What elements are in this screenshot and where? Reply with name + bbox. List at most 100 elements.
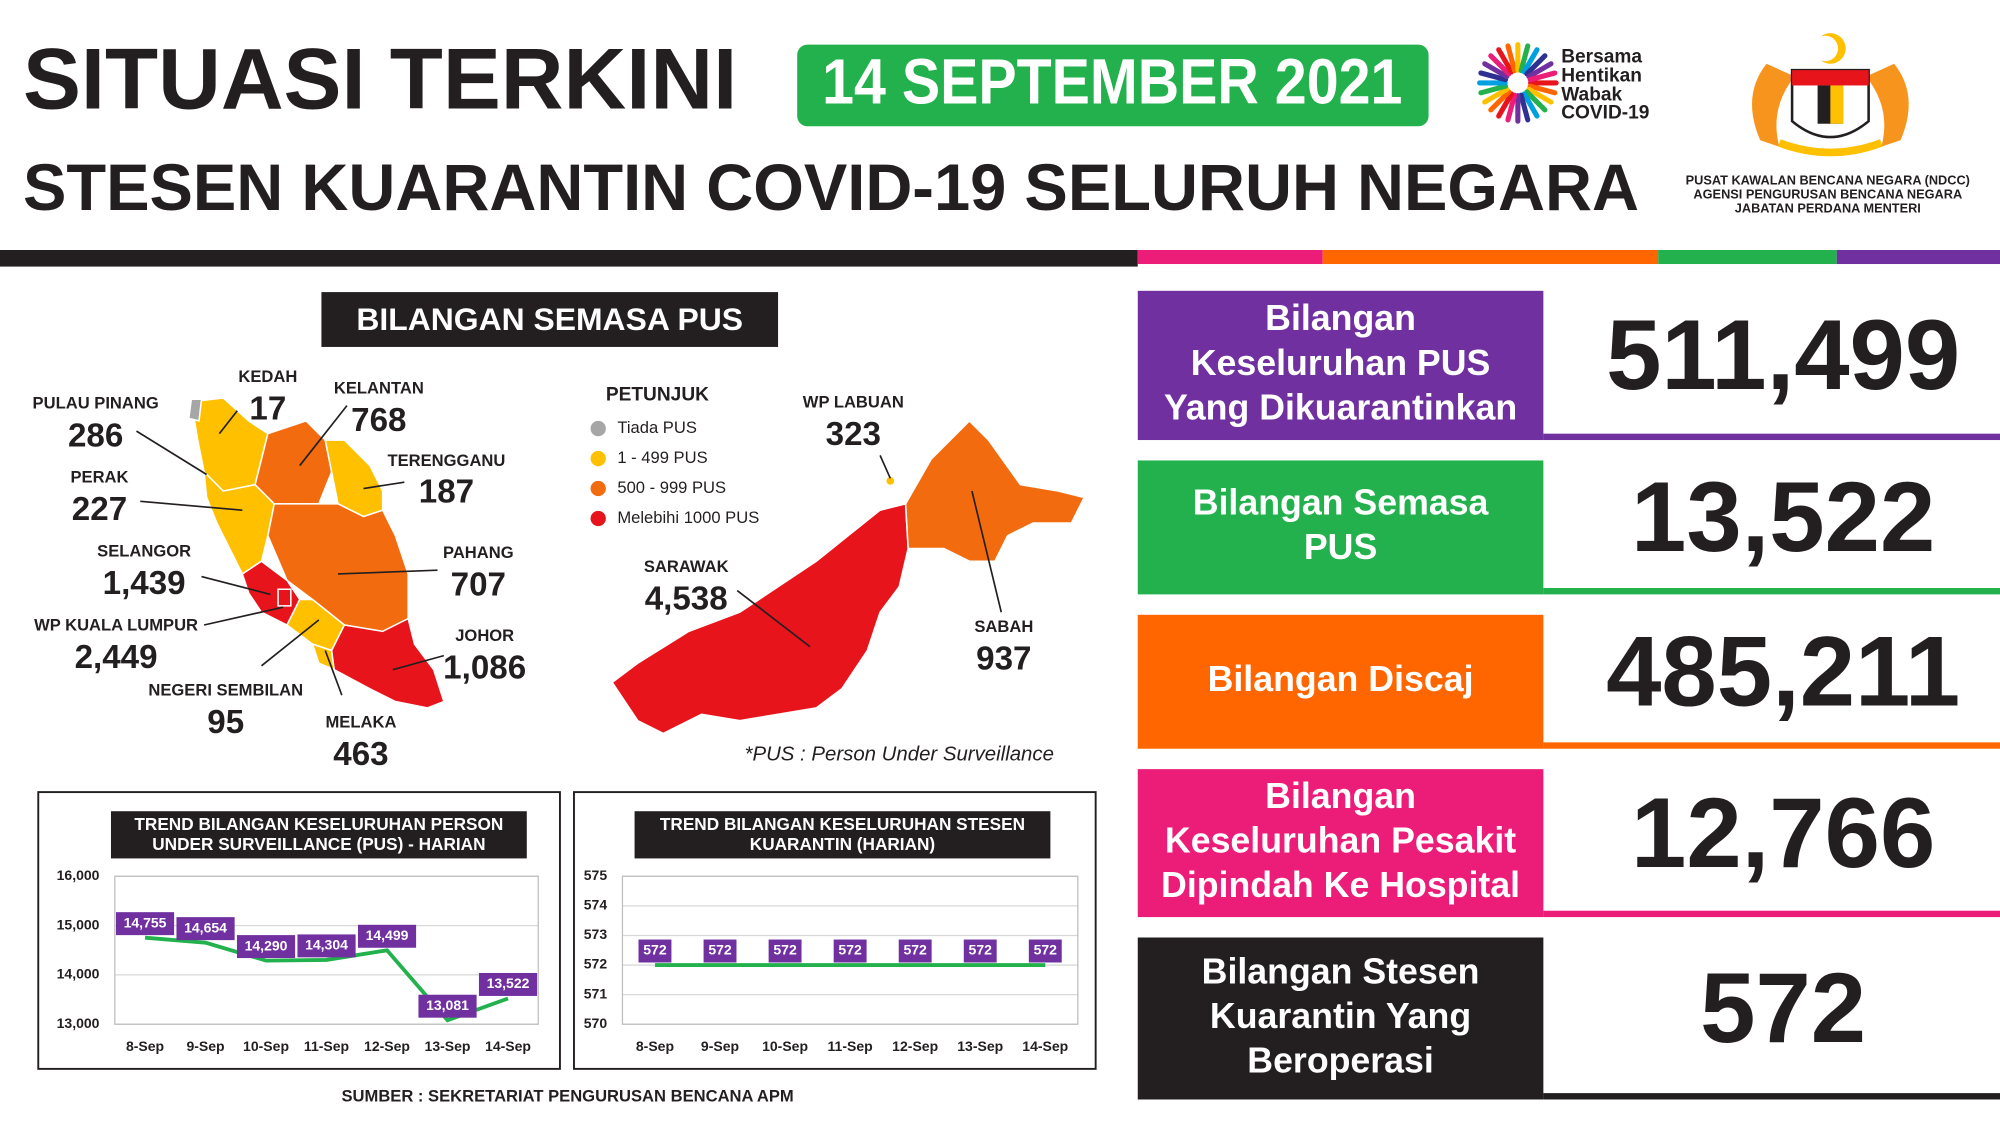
plot-border (621, 875, 1079, 1025)
stat-label: Keseluruhan Pesakit (1165, 821, 1516, 861)
legend-swatch (590, 450, 606, 467)
date-badge (797, 44, 1429, 127)
value-label: 572 (838, 942, 862, 958)
legend-label: 1 - 499 PUS (617, 448, 707, 467)
chart-title: UNDER SURVEILLANCE (PUS) - HARIAN (152, 834, 485, 854)
state-name: WP LABUAN (803, 392, 904, 411)
logo-ray (1488, 89, 1512, 113)
value-label: 572 (773, 942, 797, 958)
state-value: 4,538 (645, 581, 728, 618)
chart-frame (37, 791, 561, 1070)
logo-ray (1478, 83, 1509, 96)
chart-title: TREND BILANGAN KESELURUHAN PERSON (134, 814, 503, 834)
coat-of-arms (1752, 33, 1909, 157)
state-value: 1,086 (443, 649, 526, 686)
x-tick-label: 9-Sep (186, 1038, 224, 1054)
agency-text: JABATAN PERDANA MENTERI (1735, 201, 1921, 216)
stat-label: Yang Dikuarantinkan (1164, 388, 1517, 428)
y-tick-label: 575 (584, 867, 608, 883)
leader-line (971, 490, 1003, 613)
stat-value: 485,211 (1606, 616, 1960, 727)
x-tick-label: 9-Sep (701, 1038, 739, 1054)
logo-ray (1488, 53, 1512, 77)
value-label-box (115, 912, 175, 936)
stat-label: Bilangan (1265, 298, 1416, 338)
state-value: 707 (451, 567, 506, 604)
logo-ray (1496, 47, 1515, 75)
value-label: 572 (643, 942, 667, 958)
campaign-text: Bersama (1561, 46, 1642, 67)
stat-label-box (1137, 769, 1544, 918)
leader-line (392, 654, 445, 671)
value-label-box (478, 972, 538, 996)
legend-title: PETUNJUK (606, 384, 709, 405)
leader-line (324, 650, 343, 696)
stat-label: PUS (1304, 527, 1377, 567)
logo-ray (1521, 91, 1540, 119)
state-value: 1,439 (103, 565, 186, 602)
stat-label-box (1137, 290, 1544, 441)
state-value: 463 (333, 736, 388, 773)
campaign-logo (1477, 42, 1559, 124)
divider (1658, 250, 1837, 265)
legend-swatch (590, 510, 606, 527)
stat-label: Bilangan Semasa (1193, 483, 1490, 523)
campaign-text: Wabak (1561, 85, 1622, 106)
value-label: 572 (1034, 942, 1058, 958)
stat-underline (1543, 742, 2000, 749)
x-tick-label: 10-Sep (762, 1038, 808, 1054)
chart-title: KUARANTIN (HARIAN) (750, 834, 935, 854)
leader-line (218, 410, 238, 435)
state-value: 227 (72, 491, 127, 528)
leader-line (203, 606, 284, 626)
agency-text: AGENSI PENGURUSAN BENCANA NEGARA (1693, 187, 1962, 202)
state-name: NEGERI SEMBILAN (148, 681, 303, 700)
leader-line (736, 589, 811, 648)
value-label-box (236, 935, 296, 959)
chart-frame (573, 791, 1097, 1070)
logo-ray (1518, 92, 1531, 123)
value-label: 14,755 (124, 914, 167, 930)
trend-line (144, 935, 509, 1023)
subtitle: STESEN KUARANTIN COVID-19 SELURUH NEGARA (23, 151, 1639, 225)
stat-label: Dipindah Ke Hospital (1161, 865, 1520, 905)
map-note: *PUS : Person Under Surveillance (745, 743, 1054, 765)
source: SUMBER : SEKRETARIAT PENGURUSAN BENCANA … (341, 1086, 793, 1105)
state-name: MELAKA (326, 713, 397, 732)
value-label: 572 (969, 942, 993, 958)
chart-title: TREND BILANGAN KESELURUHAN STESEN (660, 814, 1025, 834)
logo-ray (1505, 43, 1518, 74)
state-value: 187 (419, 473, 474, 510)
y-tick-label: 573 (584, 926, 608, 942)
x-tick-label: 8-Sep (126, 1038, 164, 1054)
y-tick-label: 571 (584, 985, 608, 1001)
leader-line (140, 500, 243, 512)
stat-underline (1543, 1093, 2000, 1100)
leader-line (201, 575, 271, 596)
value-label: 14,290 (245, 937, 288, 953)
value-label-box (418, 994, 477, 1018)
logo-ray (1482, 86, 1510, 105)
stat-underline (1543, 588, 2000, 595)
y-tick-label: 574 (584, 897, 608, 913)
map (187, 397, 1086, 735)
x-tick-label: 12-Sep (892, 1038, 938, 1054)
plot-border (114, 875, 539, 1025)
legend-swatch (590, 420, 606, 437)
state-name: KELANTAN (334, 378, 424, 397)
value-label-box (357, 924, 417, 948)
leader-line (879, 455, 892, 479)
value-label: 13,522 (487, 975, 530, 991)
chart-title-box (634, 811, 1051, 859)
leader-line (299, 405, 348, 467)
x-tick-label: 14-Sep (1022, 1038, 1068, 1054)
stat-underline (1543, 433, 2000, 441)
logo-ray (1505, 92, 1518, 123)
legend-label: Melebihi 1000 PUS (617, 508, 759, 527)
x-tick-label: 12-Sep (364, 1038, 410, 1054)
y-tick-label: 14,000 (57, 966, 100, 982)
logo-ray (1496, 91, 1515, 119)
y-tick-label: 15,000 (57, 916, 100, 932)
chart-title-box (110, 811, 527, 859)
